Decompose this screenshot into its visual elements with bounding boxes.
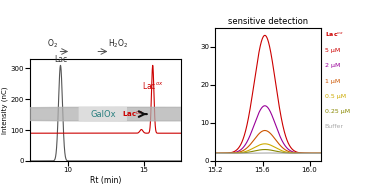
FancyBboxPatch shape (79, 107, 127, 121)
Y-axis label: Intensity (nC): Intensity (nC) (1, 86, 8, 134)
Text: 5 μM: 5 μM (325, 48, 340, 53)
Text: Buffer: Buffer (325, 124, 344, 129)
Text: 0.5 μM: 0.5 μM (325, 94, 346, 99)
Text: O$_2$: O$_2$ (47, 37, 59, 50)
Text: Lac: Lac (54, 55, 67, 64)
Text: Lac$^{ox}$: Lac$^{ox}$ (142, 80, 164, 91)
Title: sensitive detection: sensitive detection (228, 17, 308, 26)
X-axis label: Rt (min): Rt (min) (90, 176, 122, 185)
Text: H$_2$O$_2$: H$_2$O$_2$ (108, 37, 128, 50)
Text: GalOx: GalOx (90, 110, 116, 119)
Circle shape (0, 107, 378, 121)
Text: 1 μM: 1 μM (325, 78, 340, 84)
Text: 2 μM: 2 μM (325, 63, 340, 68)
Text: Lac$^{ox}$: Lac$^{ox}$ (122, 109, 144, 119)
Text: Lac$^{ox}$: Lac$^{ox}$ (325, 31, 344, 39)
Text: 0.25 μM: 0.25 μM (325, 109, 350, 114)
